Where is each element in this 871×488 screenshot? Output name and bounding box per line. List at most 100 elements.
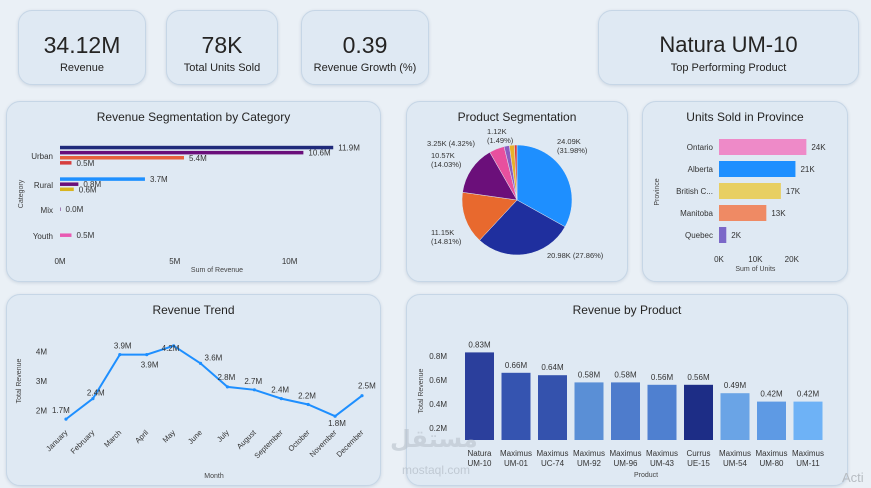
trend-point bbox=[64, 417, 68, 421]
category-bar bbox=[60, 145, 334, 150]
pie-data-label: 11.15K bbox=[431, 228, 454, 237]
pie-percent-label: (14.81%) bbox=[431, 237, 462, 246]
product-data-label: 0.56M bbox=[687, 373, 710, 382]
product-bar bbox=[465, 352, 494, 440]
province-bar bbox=[719, 183, 781, 199]
product-y-tick-label: 0.4M bbox=[429, 400, 447, 409]
trend-data-label: 2.2M bbox=[298, 391, 316, 400]
pie-percent-label: (14.03%) bbox=[431, 160, 462, 169]
product-data-label: 0.64M bbox=[541, 363, 564, 372]
product-tick-label-line1: Natura bbox=[467, 449, 492, 458]
revenue-kpi-card[interactable]: 34.12M Revenue bbox=[18, 10, 146, 85]
category-y-axis-title: Category bbox=[18, 179, 25, 208]
product-tick-label-line2: UM-80 bbox=[759, 459, 784, 468]
product-data-label: 0.42M bbox=[797, 390, 820, 399]
category-data-label: 0.5M bbox=[76, 231, 94, 240]
segmentation-pie-chart[interactable]: 24.09K(31.98%) 20.98K (27.86%) 11.15K(14.8… bbox=[407, 102, 627, 281]
trend-point bbox=[252, 388, 256, 392]
province-bar-chart[interactable]: Province Ontario 24K Alberta 21K British C...… bbox=[643, 102, 847, 281]
product-tick-label-line2: UM-96 bbox=[613, 459, 638, 468]
product-x-axis-title: Product bbox=[634, 472, 658, 479]
units-kpi-label: Total Units Sold bbox=[183, 62, 261, 74]
top-product-card[interactable]: Natura UM-10 Top Performing Product bbox=[598, 10, 859, 85]
province-chart-title: Units Sold in Province bbox=[686, 110, 804, 124]
category-bar bbox=[60, 233, 72, 237]
trend-point bbox=[360, 394, 364, 398]
province-panel[interactable]: Units Sold in Province Province Ontario 24… bbox=[642, 101, 848, 282]
product-bar bbox=[538, 375, 567, 440]
pie-slice bbox=[461, 192, 518, 241]
growth-kpi-label: Revenue Growth (%) bbox=[313, 62, 417, 74]
overlay-text: Acti bbox=[842, 470, 864, 485]
trend-data-label: 1.7M bbox=[52, 406, 70, 415]
category-x-axis-title: Sum of Revenue bbox=[191, 267, 243, 274]
pie-data-label: 24.09K bbox=[557, 137, 581, 146]
trend-x-tick-label: November bbox=[308, 428, 339, 459]
trend-point bbox=[118, 353, 122, 357]
trend-line-chart[interactable]: Total Revenue2M3M4M1.7M2.4M3.9M3.9M4.2M3… bbox=[7, 295, 380, 485]
product-tick-label-line1: Maximus bbox=[646, 449, 678, 458]
province-x-tick-label: 10K bbox=[748, 255, 763, 264]
segmentation-panel[interactable]: Product Segmentation 24.09K (31.98%) 20.98… bbox=[406, 101, 628, 282]
trend-data-label: 1.8M bbox=[328, 419, 346, 428]
trend-data-label: 2.5M bbox=[358, 382, 376, 391]
growth-kpi-card[interactable]: 0.39 Revenue Growth (%) bbox=[301, 10, 429, 85]
product-y-tick-label: 0.6M bbox=[429, 376, 447, 385]
category-bar bbox=[60, 187, 74, 192]
category-bar bbox=[60, 161, 72, 165]
province-tick-label: Quebec bbox=[685, 231, 713, 240]
watermark-latin: mostaql.com bbox=[402, 463, 471, 477]
pie-slice bbox=[514, 144, 518, 201]
segmentation-chart-title: Product Segmentation bbox=[457, 110, 577, 124]
trend-data-label: 3.6M bbox=[205, 353, 223, 362]
product-panel[interactable]: Revenue by Product Total Revenue 0.2M 0.4M… bbox=[406, 294, 848, 486]
product-y-tick-label: 0.8M bbox=[429, 352, 447, 361]
product-bar bbox=[720, 393, 750, 440]
product-data-label: 0.49M bbox=[724, 381, 747, 390]
product-data-label: 0.66M bbox=[505, 361, 528, 370]
product-y-tick-label: 0.2M bbox=[429, 424, 447, 433]
province-data-label: 2K bbox=[731, 231, 741, 240]
pie-data-label: 3.25K (4.32%) bbox=[427, 139, 475, 148]
units-kpi-value: 78K bbox=[201, 32, 243, 58]
trend-point bbox=[225, 385, 230, 389]
trend-x-tick-label: October bbox=[286, 428, 312, 454]
product-tick-label-line2: UM-43 bbox=[650, 459, 675, 468]
revenue-kpi-value: 34.12M bbox=[43, 32, 121, 58]
category-bar bbox=[60, 182, 79, 186]
trend-x-axis-title: Month bbox=[204, 473, 224, 480]
product-tick-label-line2: UE-15 bbox=[687, 459, 710, 468]
province-bar bbox=[719, 205, 767, 221]
trend-data-label: 4.2M bbox=[162, 344, 180, 353]
trend-panel[interactable]: Revenue Trend Total Revenue 2M 3M 4M 1.7M 2.4… bbox=[6, 294, 381, 486]
product-tick-label-line2: UM-10 bbox=[467, 459, 492, 468]
category-bar bbox=[60, 207, 61, 211]
product-tick-label-line1: Maximus bbox=[500, 449, 532, 458]
province-bar bbox=[719, 227, 727, 243]
trend-x-tick-label: June bbox=[186, 428, 204, 446]
product-bar bbox=[611, 382, 640, 440]
trend-point bbox=[145, 353, 149, 357]
category-panel[interactable]: Revenue Segmentation by Category Categor… bbox=[6, 101, 381, 282]
category-tick-label: Mix bbox=[41, 206, 53, 215]
product-tick-label-line1: Maximus bbox=[719, 449, 751, 458]
growth-kpi-value: 0.39 bbox=[342, 32, 388, 58]
product-tick-label-line1: Maximus bbox=[573, 449, 605, 458]
category-data-label: 0.0M bbox=[66, 205, 84, 214]
pie-data-label: 1.12K bbox=[487, 127, 507, 136]
trend-point bbox=[279, 397, 283, 401]
trend-x-tick-label: April bbox=[133, 428, 150, 445]
category-bar bbox=[60, 177, 145, 181]
product-bar bbox=[501, 372, 531, 440]
units-kpi-card[interactable]: 78K Total Units Sold bbox=[166, 10, 278, 85]
top-product-label: Top Performing Product bbox=[670, 62, 787, 74]
product-tick-label-line2: UM-54 bbox=[723, 459, 748, 468]
pie-data-label: 20.98K (27.86%) bbox=[547, 251, 604, 260]
pie-slice bbox=[462, 151, 518, 201]
category-data-label: 5.4M bbox=[189, 154, 207, 163]
trend-x-tick-label: December bbox=[335, 428, 366, 459]
category-bar-chart[interactable]: Category Urban 11.9M 10.6M 5.4M 0.5M Rural 3.7M… bbox=[7, 102, 380, 281]
product-bar-chart[interactable]: Total Revenue 0.2M 0.4M 0.6M 0.8M 0.83M Natura… bbox=[407, 295, 847, 485]
category-data-label: 10.6M bbox=[308, 149, 331, 158]
trend-point bbox=[91, 397, 95, 401]
